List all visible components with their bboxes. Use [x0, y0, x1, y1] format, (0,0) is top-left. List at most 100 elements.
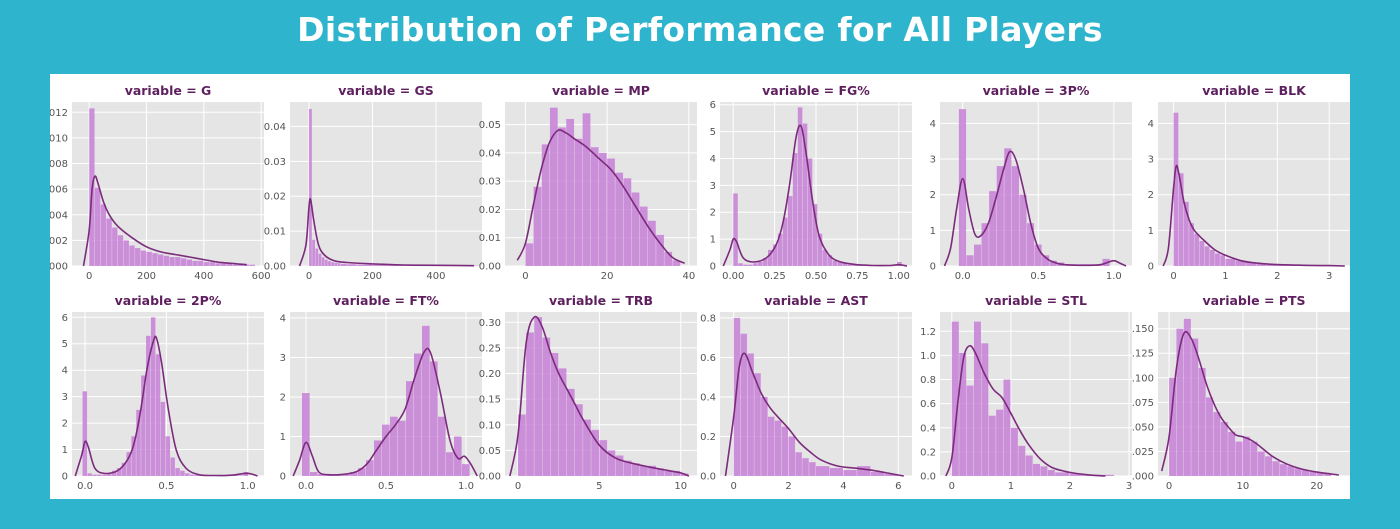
histogram-bar: [152, 253, 158, 266]
histogram-bar: [92, 474, 97, 476]
y-tick-label: 0.05: [479, 446, 501, 457]
histogram-bar: [973, 321, 981, 476]
histogram-bar: [664, 251, 673, 266]
y-tick-label: 0.004: [50, 210, 68, 221]
x-tick-label: 600: [252, 271, 271, 282]
histogram-bar: [1206, 397, 1213, 476]
x-tick-label: 10: [1237, 481, 1250, 492]
subplot-10: variable = AST 0.0 0.2 0.4 0.6 0.8 0 2 4 6: [700, 293, 912, 492]
histogram-bar: [238, 264, 244, 266]
y-tick-label: 0.006: [50, 185, 68, 196]
y-tick-label: 0.03: [479, 177, 501, 188]
histogram-bar: [350, 472, 358, 476]
histogram-bar: [807, 158, 813, 266]
histogram-bar: [180, 258, 187, 266]
histogram-bar: [192, 260, 198, 266]
x-tick-label: 1.0: [240, 481, 256, 492]
y-tick-label: 0.6: [920, 399, 936, 410]
subplot-11: variable = STL 0.0 0.2 0.4 0.6 0.8 1.0 1.2 0 1 2 3: [920, 293, 1132, 492]
histogram-bar: [558, 368, 567, 476]
histogram-bar: [374, 440, 382, 476]
x-tick-label: 3: [1126, 481, 1132, 492]
figure-panel: variable = G0.0000.0020.0040.0060.0080.0…: [50, 74, 1350, 499]
y-tick-label: 2: [280, 392, 286, 403]
histogram-bar: [1178, 173, 1184, 266]
histogram-bar: [232, 264, 238, 266]
histogram-bar: [135, 248, 141, 266]
histogram-bar: [1173, 112, 1179, 266]
histogram-bar: [797, 107, 803, 266]
histogram-bar: [758, 261, 763, 266]
histogram-bar: [347, 264, 357, 266]
histogram-bar: [160, 401, 166, 476]
x-tick-label: 0: [86, 271, 92, 282]
histogram-bar: [100, 204, 106, 266]
x-tick-label: 20: [601, 271, 614, 282]
histogram-bar: [140, 250, 147, 266]
histogram-bar: [331, 262, 335, 266]
histogram-bar: [777, 233, 783, 266]
y-tick-label: 0.10: [479, 420, 501, 431]
y-tick-label: 6: [710, 100, 716, 111]
histogram-bar: [533, 186, 542, 266]
histogram-bar: [738, 263, 743, 266]
histogram-bar: [324, 259, 328, 266]
page-title: Distribution of Performance for All Play…: [297, 10, 1103, 49]
histogram-bar: [966, 385, 974, 476]
histogram-bar: [607, 450, 616, 476]
histogram-bar: [1324, 474, 1332, 476]
y-tick-label: 3: [280, 353, 286, 364]
histogram-bar: [194, 474, 200, 476]
plot-area: [940, 102, 1132, 266]
y-tick-label: 0: [710, 262, 716, 273]
histogram-bar: [550, 353, 559, 476]
histogram-bar: [155, 354, 161, 476]
x-tick-label: 0.5: [1030, 271, 1046, 282]
subplot-title: variable = FG%: [762, 83, 870, 98]
y-tick-label: 4: [62, 366, 68, 377]
histogram-bar: [792, 153, 798, 266]
histogram-bar: [951, 321, 959, 476]
x-tick-label: 0: [731, 481, 737, 492]
y-tick-label: 0.00: [479, 262, 501, 273]
y-tick-label: 0.15: [479, 395, 501, 406]
y-tick-label: 0.02: [264, 192, 286, 203]
subplot-12: variable = PTS .000 .025 .050 .075 .100 .125 .1…: [1132, 293, 1350, 492]
y-tick-label: 3: [1148, 155, 1154, 166]
histogram-bar: [175, 257, 181, 266]
x-tick-label: 1.0: [1106, 271, 1122, 282]
histogram-bar: [590, 147, 599, 266]
histogram-bar: [446, 452, 454, 476]
histogram-bar: [809, 462, 816, 476]
x-tick-label: 0: [949, 481, 955, 492]
y-tick-label: 0: [1148, 262, 1154, 273]
histogram-bar: [438, 416, 446, 476]
histogram-bar: [141, 375, 146, 476]
small-multiples-chart: variable = G0.0000.0020.0040.0060.0080.0…: [50, 83, 1350, 492]
x-tick-label: 0.00: [722, 271, 744, 282]
kde-line: [298, 197, 475, 267]
histogram-bar: [180, 470, 185, 476]
histogram-bar: [1266, 264, 1277, 266]
histogram-bar: [150, 317, 156, 476]
histogram-bar: [1215, 253, 1220, 266]
x-tick-label: 0: [522, 271, 528, 282]
histogram-bar: [847, 264, 853, 266]
subplot-title: variable = GS: [338, 83, 434, 98]
histogram-bar: [334, 262, 338, 266]
histogram-bar: [1225, 258, 1236, 266]
y-tick-label: .125: [1132, 349, 1154, 360]
histogram-bar: [414, 353, 422, 476]
histogram-bar: [318, 253, 322, 266]
subplot-6: variable = BLK 0 1 2 3 4 0 1 2 3: [1148, 83, 1350, 282]
histogram-bar: [1003, 379, 1011, 476]
histogram-bar: [648, 465, 656, 476]
y-tick-label: 0.4: [920, 423, 936, 434]
histogram-bar: [1235, 441, 1243, 476]
histogram-bar: [768, 416, 775, 476]
x-tick-label: 6: [895, 481, 901, 492]
histogram-bar: [328, 261, 331, 266]
histogram-bar: [774, 420, 782, 476]
y-tick-label: 0.20: [479, 369, 501, 380]
x-tick-label: 0.0: [955, 271, 971, 282]
